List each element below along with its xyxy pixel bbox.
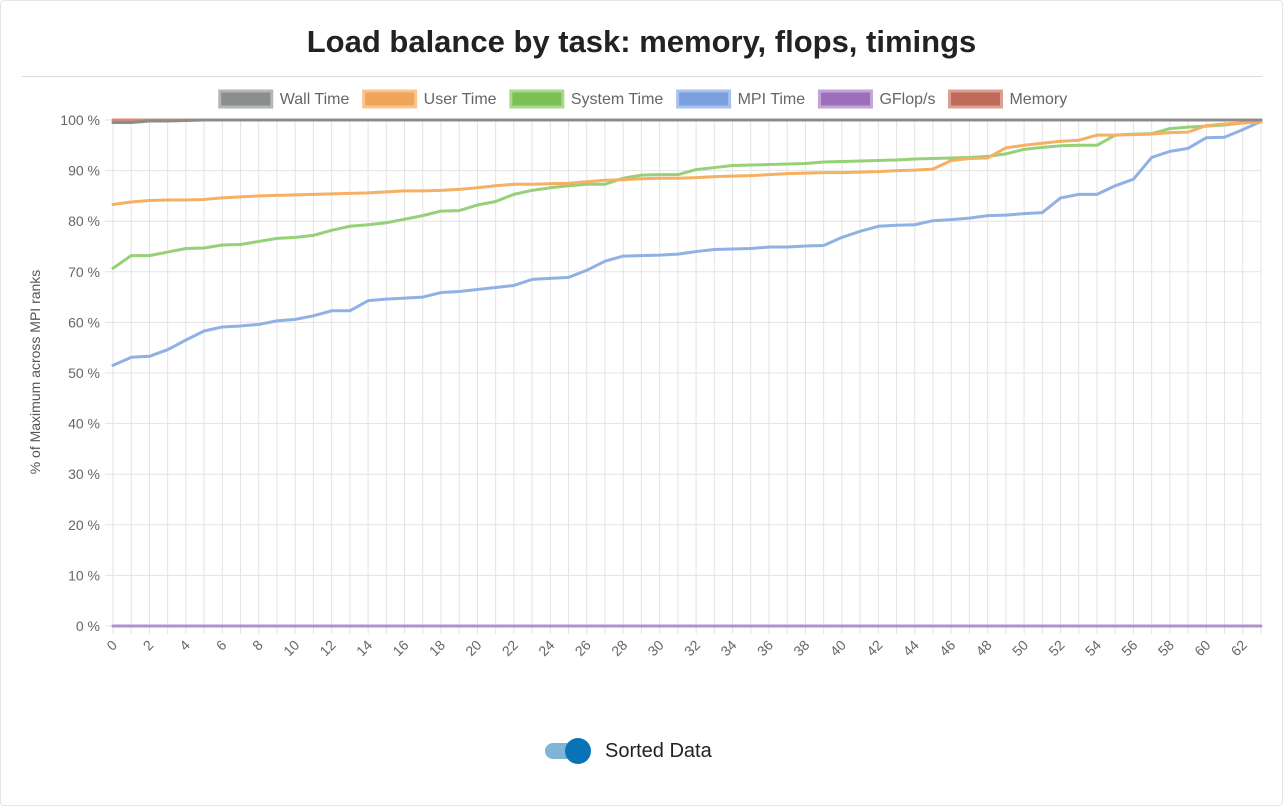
x-tick-label: 4 <box>176 637 193 654</box>
x-tick-label: 52 <box>1045 637 1067 659</box>
x-tick-label: 8 <box>249 637 266 654</box>
x-tick-label: 12 <box>316 637 338 659</box>
legend-label: MPI Time <box>738 91 806 108</box>
series-line-user-time <box>111 120 1263 206</box>
y-tick-label: 80 % <box>68 213 100 229</box>
title-divider <box>22 76 1262 77</box>
x-tick-label: 26 <box>572 637 594 659</box>
legend-swatch <box>218 89 274 109</box>
x-tick-label: 16 <box>389 637 411 659</box>
x-tick-label: 58 <box>1155 637 1177 659</box>
legend-swatch <box>509 89 565 109</box>
series-lines <box>111 118 1263 628</box>
toggle-track[interactable] <box>545 738 591 764</box>
y-tick-label: 10 % <box>68 567 100 583</box>
legend-label: Memory <box>1009 91 1067 108</box>
legend-item-memory[interactable]: Memory <box>947 89 1067 109</box>
y-tick-label: 40 % <box>68 416 100 432</box>
y-tick-label: 70 % <box>68 264 100 280</box>
y-axis: 0 % 10 % 20 % 30 % 40 % 50 % 60 % 70 % 80 % 90 % 1… <box>60 112 100 634</box>
legend-swatch <box>676 89 732 109</box>
x-tick-label: 0 <box>103 637 120 654</box>
x-tick-label: 2 <box>140 637 157 654</box>
x-tick-label: 14 <box>353 637 375 659</box>
series-line-mpi-time <box>111 120 1263 367</box>
x-tick-label: 38 <box>790 637 812 659</box>
series-line-system-time <box>111 120 1263 270</box>
legend-swatch <box>947 89 1003 109</box>
x-tick-label: 60 <box>1191 637 1213 659</box>
x-tick-label: 46 <box>936 637 958 659</box>
legend-item-wall-time[interactable]: Wall Time <box>218 89 350 109</box>
legend-item-gflop-s[interactable]: GFlop/s <box>817 89 935 109</box>
sorted-data-toggle[interactable]: Sorted Data <box>545 736 712 766</box>
y-tick-label: 50 % <box>68 365 100 381</box>
x-tick-label: 18 <box>426 637 448 659</box>
y-tick-label: 0 % <box>76 618 100 634</box>
legend-label: Wall Time <box>280 91 350 108</box>
x-tick-label: 40 <box>827 637 849 659</box>
y-axis-label: % of Maximum across MPI ranks <box>27 270 43 475</box>
legend: Wall Time User Time System Time MPI Time GFl… <box>218 89 1067 109</box>
y-tick-label: 30 % <box>68 466 100 482</box>
y-tick-label: 20 % <box>68 517 100 533</box>
x-tick-label: 36 <box>754 637 776 659</box>
chart-title: Load balance by task: memory, flops, tim… <box>306 24 977 59</box>
x-tick-label: 22 <box>499 637 521 659</box>
legend-item-mpi-time[interactable]: MPI Time <box>676 89 806 109</box>
x-tick-label: 30 <box>644 637 666 659</box>
x-tick-label: 42 <box>863 637 885 659</box>
x-tick-label: 32 <box>681 637 703 659</box>
x-tick-label: 44 <box>900 637 922 659</box>
toggle-knob[interactable] <box>565 738 591 764</box>
x-tick-label: 28 <box>608 637 630 659</box>
x-tick-label: 6 <box>213 637 230 654</box>
x-tick-label: 54 <box>1082 637 1104 659</box>
x-tick-label: 24 <box>535 637 557 659</box>
legend-item-user-time[interactable]: User Time <box>362 89 497 109</box>
toggle-label: Sorted Data <box>605 739 712 762</box>
grid-lines <box>105 119 1262 634</box>
x-tick-label: 48 <box>972 637 994 659</box>
x-tick-label: 10 <box>280 637 302 659</box>
legend-swatch <box>817 89 873 109</box>
x-tick-label: 20 <box>462 637 484 659</box>
y-tick-label: 60 % <box>68 314 100 330</box>
x-axis: 0 2 4 6 8 10 12 14 16 18 20 22 24 26 28 30 32 34 36 38 40 42 4… <box>103 637 1250 659</box>
legend-item-system-time[interactable]: System Time <box>509 89 664 109</box>
legend-label: GFlop/s <box>879 91 935 108</box>
legend-label: User Time <box>424 91 497 108</box>
x-tick-label: 34 <box>717 637 739 659</box>
y-tick-label: 90 % <box>68 163 100 179</box>
x-tick-label: 50 <box>1009 637 1031 659</box>
series-line-wall-time <box>111 118 1263 125</box>
x-tick-label: 56 <box>1118 637 1140 659</box>
legend-swatch <box>362 89 418 109</box>
y-tick-label: 100 % <box>60 112 100 128</box>
legend-label: System Time <box>571 91 664 108</box>
x-tick-label: 62 <box>1228 637 1250 659</box>
